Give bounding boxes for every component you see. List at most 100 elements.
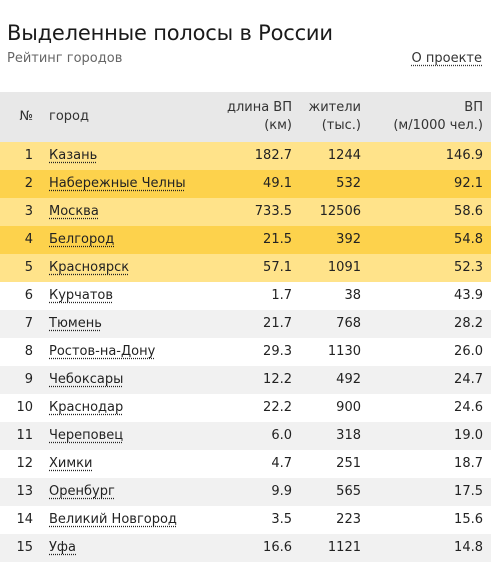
- city-link[interactable]: Казань: [49, 148, 98, 163]
- length-cell: 21.5: [216, 226, 300, 254]
- population-cell: 12506: [300, 198, 369, 226]
- length-cell: 6.0: [216, 422, 300, 450]
- length-cell: 4.7: [216, 450, 300, 478]
- rank-cell: 9: [0, 366, 41, 394]
- city-link[interactable]: Курчатов: [49, 288, 114, 303]
- column-header-city[interactable]: город: [41, 92, 216, 142]
- city-link[interactable]: Тюмень: [49, 316, 102, 331]
- population-cell: 251: [300, 450, 369, 478]
- table-row: 6 Курчатов 1.7 38 43.9: [0, 282, 491, 310]
- table-row: 8 Ростов-на-Дону 29.3 1130 26.0: [0, 338, 491, 366]
- table-row: 7 Тюмень 21.7 768 28.2: [0, 310, 491, 338]
- rank-cell: 13: [0, 478, 41, 506]
- page-title: Выделенные полосы в России: [7, 21, 333, 45]
- rank-cell: 8: [0, 338, 41, 366]
- city-link[interactable]: Оренбург: [49, 484, 115, 499]
- page-subtitle: Рейтинг городов: [7, 51, 123, 66]
- rank-cell: 11: [0, 422, 41, 450]
- table-row: 3 Москва 733.5 12506 58.6: [0, 198, 491, 226]
- city-link[interactable]: Великий Новгород: [49, 512, 177, 527]
- ratio-cell: 24.7: [369, 366, 491, 394]
- population-cell: 318: [300, 422, 369, 450]
- length-cell: 12.2: [216, 366, 300, 394]
- ratio-cell: 92.1: [369, 170, 491, 198]
- city-cell: Ростов-на-Дону: [41, 338, 216, 366]
- table-row: 10 Краснодар 22.2 900 24.6: [0, 394, 491, 422]
- city-cell: Череповец: [41, 422, 216, 450]
- about-link[interactable]: О проекте: [411, 51, 483, 66]
- table-row: 15 Уфа 16.6 1121 14.8: [0, 534, 491, 562]
- city-cell: Чебоксары: [41, 366, 216, 394]
- ratio-cell: 146.9: [369, 142, 491, 170]
- city-link[interactable]: Набережные Челны: [49, 176, 186, 191]
- city-cell: Оренбург: [41, 478, 216, 506]
- city-link[interactable]: Белгород: [49, 232, 115, 247]
- ratio-cell: 52.3: [369, 254, 491, 282]
- city-cell: Казань: [41, 142, 216, 170]
- city-cell: Москва: [41, 198, 216, 226]
- table-row: 4 Белгород 21.5 392 54.8: [0, 226, 491, 254]
- ratio-cell: 28.2: [369, 310, 491, 338]
- ratio-cell: 43.9: [369, 282, 491, 310]
- population-cell: 38: [300, 282, 369, 310]
- length-cell: 182.7: [216, 142, 300, 170]
- city-link[interactable]: Красноярск: [49, 260, 130, 275]
- city-link[interactable]: Ростов-на-Дону: [49, 344, 156, 359]
- city-link[interactable]: Уфа: [49, 540, 77, 555]
- length-cell: 1.7: [216, 282, 300, 310]
- table-row: 12 Химки 4.7 251 18.7: [0, 450, 491, 478]
- table-row: 9 Чебоксары 12.2 492 24.7: [0, 366, 491, 394]
- population-cell: 1244: [300, 142, 369, 170]
- ratio-cell: 24.6: [369, 394, 491, 422]
- table-row: 1 Казань 182.7 1244 146.9: [0, 142, 491, 170]
- rank-cell: 4: [0, 226, 41, 254]
- column-header-ratio[interactable]: ВП (м/1000 чел.): [369, 92, 491, 142]
- length-cell: 22.2: [216, 394, 300, 422]
- length-cell: 49.1: [216, 170, 300, 198]
- length-cell: 29.3: [216, 338, 300, 366]
- table-row: 11 Череповец 6.0 318 19.0: [0, 422, 491, 450]
- ratio-cell: 17.5: [369, 478, 491, 506]
- rank-cell: 2: [0, 170, 41, 198]
- length-cell: 3.5: [216, 506, 300, 534]
- rank-cell: 15: [0, 534, 41, 562]
- city-link[interactable]: Москва: [49, 204, 99, 219]
- length-cell: 16.6: [216, 534, 300, 562]
- rank-cell: 1: [0, 142, 41, 170]
- rank-cell: 12: [0, 450, 41, 478]
- city-cell: Уфа: [41, 534, 216, 562]
- table-row: 14 Великий Новгород 3.5 223 15.6: [0, 506, 491, 534]
- ratio-cell: 14.8: [369, 534, 491, 562]
- population-cell: 565: [300, 478, 369, 506]
- city-link[interactable]: Череповец: [49, 428, 124, 443]
- population-cell: 492: [300, 366, 369, 394]
- ratio-cell: 19.0: [369, 422, 491, 450]
- ratio-cell: 54.8: [369, 226, 491, 254]
- rank-cell: 3: [0, 198, 41, 226]
- city-link[interactable]: Химки: [49, 456, 93, 471]
- city-link[interactable]: Чебоксары: [49, 372, 124, 387]
- population-cell: 392: [300, 226, 369, 254]
- rating-table: № город длина ВП (км) жители (тыс.) ВП (м/1…: [0, 92, 491, 562]
- column-header-num[interactable]: №: [0, 92, 41, 142]
- city-cell: Химки: [41, 450, 216, 478]
- table-row: 5 Красноярск 57.1 1091 52.3: [0, 254, 491, 282]
- column-header-population[interactable]: жители (тыс.): [300, 92, 369, 142]
- rank-cell: 10: [0, 394, 41, 422]
- column-header-length[interactable]: длина ВП (км): [216, 92, 300, 142]
- city-cell: Красноярск: [41, 254, 216, 282]
- rank-cell: 5: [0, 254, 41, 282]
- rank-cell: 6: [0, 282, 41, 310]
- population-cell: 768: [300, 310, 369, 338]
- city-cell: Белгород: [41, 226, 216, 254]
- length-cell: 21.7: [216, 310, 300, 338]
- rank-cell: 14: [0, 506, 41, 534]
- length-cell: 733.5: [216, 198, 300, 226]
- city-cell: Набережные Челны: [41, 170, 216, 198]
- population-cell: 1130: [300, 338, 369, 366]
- population-cell: 532: [300, 170, 369, 198]
- population-cell: 223: [300, 506, 369, 534]
- city-link[interactable]: Краснодар: [49, 400, 124, 415]
- city-cell: Краснодар: [41, 394, 216, 422]
